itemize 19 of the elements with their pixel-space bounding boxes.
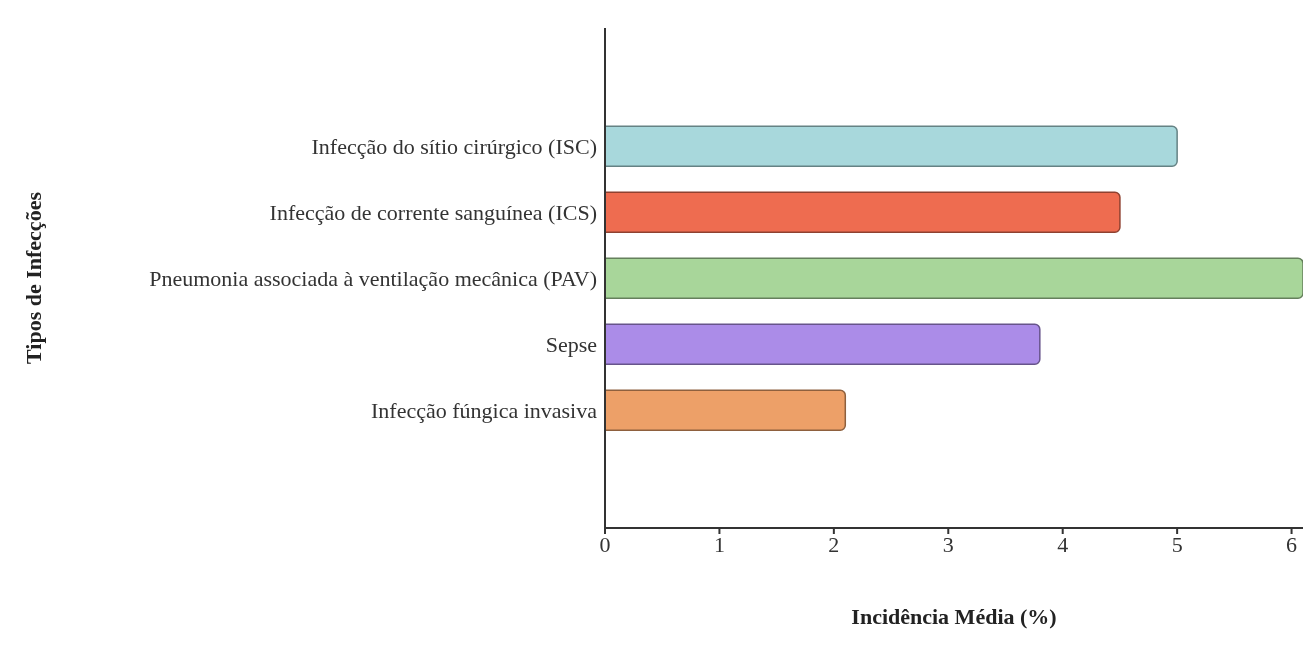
bar: [605, 191, 1121, 233]
x-tick-label: 6: [1286, 531, 1298, 557]
bar: [605, 257, 1303, 299]
x-tick-label: 0: [599, 531, 611, 557]
bar: [605, 323, 1041, 365]
y-tick-label: Infecção fúngica invasiva: [371, 397, 598, 423]
x-tick-label: 2: [828, 531, 840, 557]
x-tick-label: 5: [1171, 531, 1183, 557]
x-tick-label: 1: [713, 531, 725, 557]
x-tick-label: 4: [1057, 531, 1069, 557]
bar: [605, 125, 1178, 167]
bar: [605, 389, 847, 431]
y-tick-label: Sepse: [545, 331, 597, 357]
y-axis-title: Tipos de Infecções: [20, 191, 46, 364]
x-tick-label: 3: [942, 531, 954, 557]
y-tick-label: Infecção do sítio cirúrgico (ISC): [311, 133, 597, 159]
x-axis-title: Incidência Média (%): [851, 603, 1057, 629]
y-tick-label: Infecção de corrente sanguínea (ICS): [269, 199, 597, 225]
y-tick-label: Pneumonia associada à ventilação mecânica (PAV): [149, 265, 597, 291]
